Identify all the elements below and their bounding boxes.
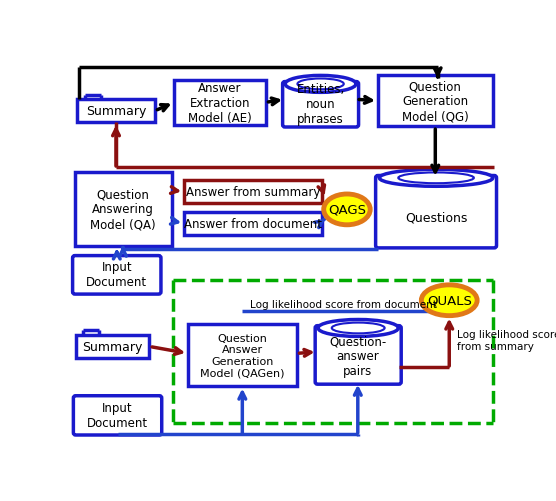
FancyBboxPatch shape [77,100,155,123]
Text: Input
Document: Input Document [86,261,147,289]
Text: QUALS: QUALS [427,294,471,307]
Text: Answer
Extraction
Model (AE): Answer Extraction Model (AE) [188,82,252,125]
Ellipse shape [398,173,474,184]
Text: Answer from document: Answer from document [184,217,322,230]
FancyBboxPatch shape [376,176,497,248]
Text: Summary: Summary [82,340,142,353]
FancyBboxPatch shape [378,76,493,127]
Text: Questions: Questions [405,211,467,224]
FancyBboxPatch shape [73,396,162,435]
Text: Question
Answer
Generation
Model (QAGen): Question Answer Generation Model (QAGen) [200,333,285,378]
Text: Input
Document: Input Document [87,401,148,429]
FancyBboxPatch shape [184,181,322,204]
Ellipse shape [324,194,370,225]
FancyBboxPatch shape [184,212,322,235]
FancyBboxPatch shape [315,326,401,384]
Ellipse shape [285,76,356,93]
Text: Question-
answer
pairs: Question- answer pairs [329,335,386,377]
FancyBboxPatch shape [188,325,296,386]
Text: Summary: Summary [86,105,146,118]
Text: Log likelihood score from document: Log likelihood score from document [250,300,437,310]
Ellipse shape [379,170,493,187]
Text: Answer from summary: Answer from summary [186,186,320,199]
FancyBboxPatch shape [76,335,150,358]
FancyBboxPatch shape [75,173,172,246]
Text: Entities,
noun
phrases: Entities, noun phrases [296,83,345,125]
Text: Question
Generation
Model (QG): Question Generation Model (QG) [402,80,469,123]
FancyBboxPatch shape [282,82,359,128]
Ellipse shape [421,285,477,316]
Ellipse shape [318,320,399,337]
Text: Question
Answering
Model (QA): Question Answering Model (QA) [90,188,156,230]
Ellipse shape [332,323,385,334]
Text: QAGS: QAGS [328,203,366,216]
Ellipse shape [297,79,344,90]
Text: Log likelihood score
from summary: Log likelihood score from summary [457,330,556,351]
FancyBboxPatch shape [174,81,266,125]
FancyBboxPatch shape [73,256,161,295]
